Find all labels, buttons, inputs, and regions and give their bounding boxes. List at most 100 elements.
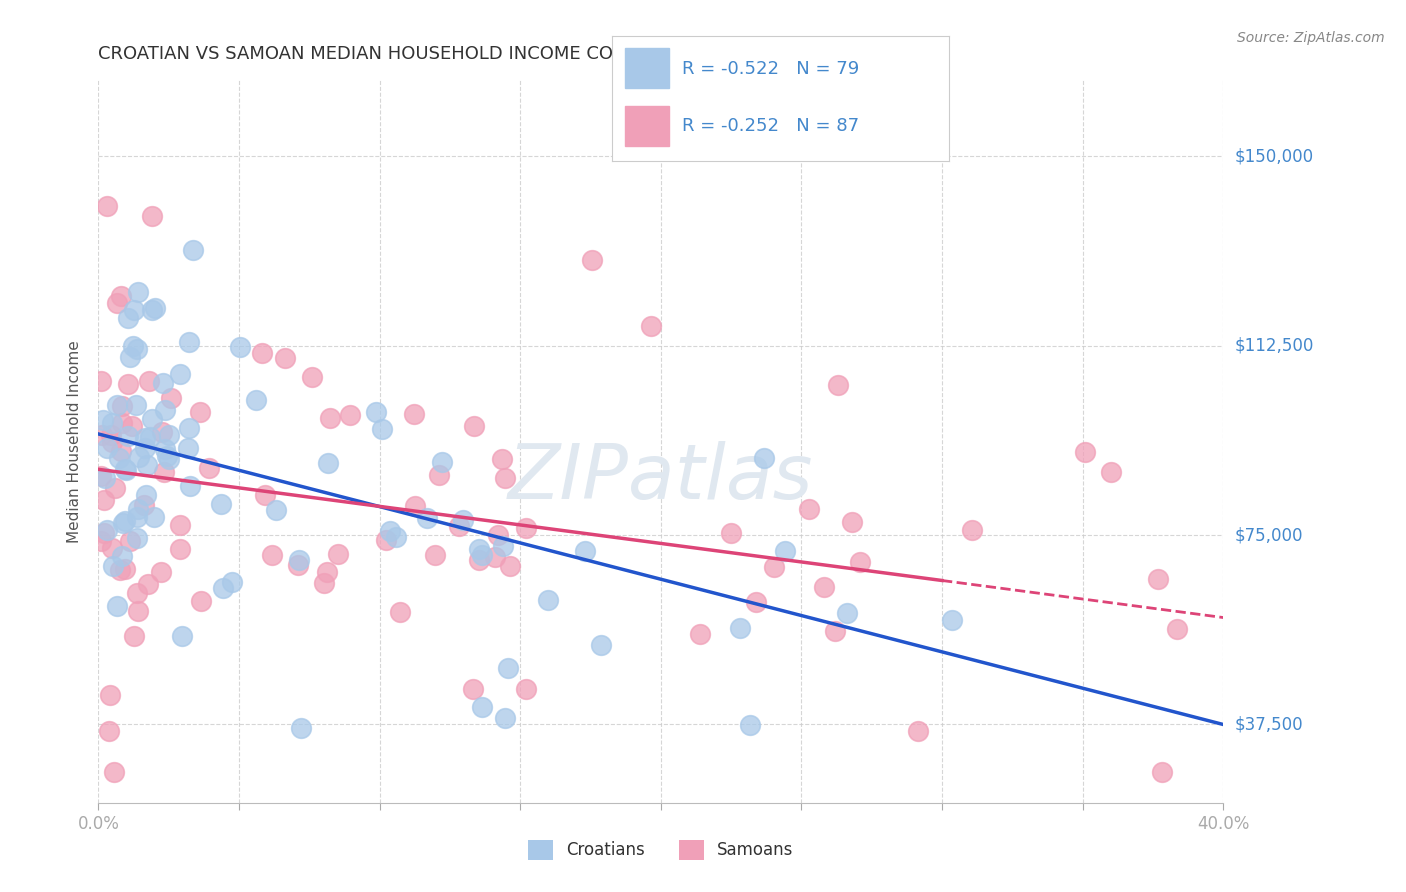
Point	[90, 534, 112, 549]
Point	[190, 594, 212, 608]
Point	[141, 412, 163, 426]
Point	[254, 488, 277, 502]
Point	[143, 301, 166, 316]
Point	[114, 514, 136, 528]
Point	[98, 688, 121, 702]
Point	[114, 562, 136, 576]
Point	[122, 339, 145, 353]
Point	[93, 526, 115, 541]
Point	[211, 581, 233, 595]
Point	[287, 558, 309, 573]
Point	[101, 416, 124, 430]
Point	[160, 391, 183, 405]
Text: $112,500: $112,500	[1234, 336, 1313, 354]
Point	[91, 427, 114, 442]
Point	[581, 252, 603, 267]
Point	[640, 319, 662, 334]
Point	[827, 377, 849, 392]
Point	[427, 468, 450, 483]
Point	[122, 629, 145, 643]
Point	[127, 532, 149, 546]
Point	[574, 544, 596, 558]
Point	[316, 456, 339, 470]
Point	[837, 606, 859, 620]
Point	[463, 681, 485, 696]
Point	[388, 606, 411, 620]
Point	[1099, 466, 1122, 480]
Point	[491, 452, 513, 467]
Point	[96, 523, 118, 537]
Point	[260, 548, 283, 562]
Point	[1073, 445, 1095, 459]
Text: $75,000: $75,000	[1234, 526, 1303, 544]
Point	[105, 599, 128, 614]
Point	[135, 488, 157, 502]
Point	[107, 451, 129, 466]
Point	[101, 541, 124, 556]
Point	[1152, 765, 1174, 780]
Point	[169, 518, 191, 533]
Point	[290, 721, 312, 735]
Point	[494, 711, 516, 725]
Point	[404, 407, 426, 421]
Point	[385, 530, 408, 544]
Point	[179, 479, 201, 493]
Bar	[626, 105, 669, 145]
Point	[153, 442, 176, 456]
Point	[134, 499, 156, 513]
Point	[134, 442, 156, 456]
Point	[136, 458, 159, 472]
Point	[430, 454, 453, 468]
Point	[117, 310, 139, 325]
Point	[127, 285, 149, 299]
Point	[1147, 572, 1170, 586]
Point	[117, 376, 139, 391]
Point	[775, 543, 797, 558]
Point	[142, 510, 165, 524]
Point	[114, 461, 136, 475]
Point	[463, 418, 485, 433]
Point	[101, 434, 124, 449]
Point	[245, 392, 267, 407]
Point	[111, 416, 134, 430]
Point	[824, 624, 846, 638]
Point	[181, 243, 204, 257]
Text: R = -0.522   N = 79: R = -0.522 N = 79	[682, 60, 859, 78]
Point	[94, 470, 117, 484]
Point	[537, 592, 560, 607]
Text: ZIPatlas: ZIPatlas	[508, 441, 814, 515]
Point	[127, 604, 149, 618]
Point	[486, 528, 509, 542]
Point	[188, 405, 211, 419]
Y-axis label: Median Household Income: Median Household Income	[67, 340, 83, 543]
Point	[90, 374, 112, 388]
Point	[813, 581, 835, 595]
Point	[515, 681, 537, 696]
Point	[105, 296, 128, 310]
Point	[312, 576, 335, 591]
Point	[169, 367, 191, 381]
Point	[152, 376, 174, 391]
Text: CROATIAN VS SAMOAN MEDIAN HOUSEHOLD INCOME CORRELATION CHART: CROATIAN VS SAMOAN MEDIAN HOUSEHOLD INCO…	[98, 45, 782, 63]
Point	[141, 209, 163, 223]
Point	[339, 408, 361, 422]
Point	[157, 452, 180, 467]
Legend: Croatians, Samoans: Croatians, Samoans	[522, 833, 800, 867]
Text: R = -0.252   N = 87: R = -0.252 N = 87	[682, 117, 859, 136]
Point	[941, 613, 963, 627]
Point	[110, 444, 132, 458]
Point	[494, 471, 516, 485]
Point	[326, 547, 349, 561]
Point	[117, 429, 139, 443]
Point	[492, 539, 515, 553]
Point	[468, 553, 491, 567]
Point	[301, 369, 323, 384]
Point	[125, 398, 148, 412]
Point	[118, 534, 141, 549]
Point	[689, 626, 711, 640]
Point	[728, 621, 751, 635]
Point	[745, 594, 768, 608]
Point	[125, 586, 148, 600]
Point	[111, 549, 134, 563]
Point	[104, 481, 127, 495]
